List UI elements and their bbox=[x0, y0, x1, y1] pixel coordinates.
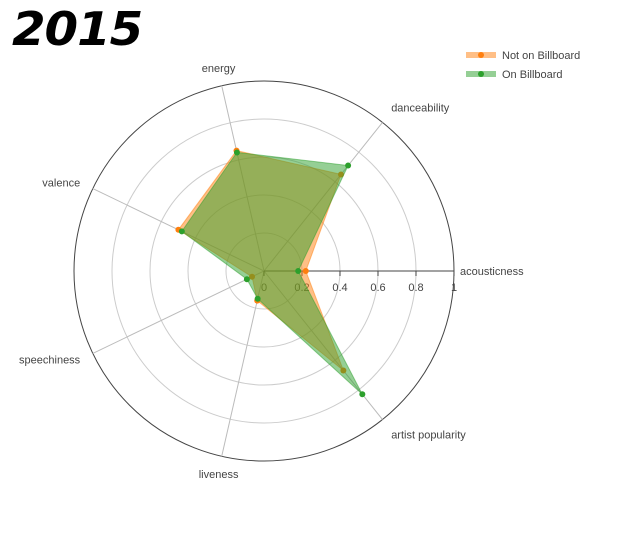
series-1-point-speechiness bbox=[243, 276, 250, 283]
axis-label-acousticness: acousticness bbox=[460, 266, 524, 278]
tick-label: 0.8 bbox=[408, 282, 423, 294]
series-1-point-acousticness bbox=[295, 268, 302, 274]
series-area-1 bbox=[181, 151, 363, 395]
axis-labels: acousticness danceability energy valence spe… bbox=[19, 63, 524, 481]
series-1-point-artist-popularity bbox=[359, 391, 366, 398]
legend-marker-0 bbox=[478, 52, 484, 58]
series-1-point-valence bbox=[178, 228, 185, 235]
axis-label-valence: valence bbox=[42, 177, 80, 189]
axis-label-speechiness: speechiness bbox=[19, 355, 81, 367]
series-1-point-liveness bbox=[254, 295, 261, 302]
series-1-point-energy bbox=[233, 149, 240, 156]
legend[interactable]: Not on Billboard On Billboard bbox=[466, 50, 580, 81]
axis-label-liveness: liveness bbox=[199, 469, 239, 481]
series-layer bbox=[175, 147, 366, 398]
tick-label: 0.6 bbox=[370, 282, 385, 294]
axis-label-artist-popularity: artist popularity bbox=[391, 429, 466, 441]
legend-item-1[interactable]: On Billboard bbox=[502, 69, 563, 81]
axis-label-energy: energy bbox=[202, 63, 236, 75]
spoke-speechiness bbox=[92, 270, 265, 354]
tick-label: 1 bbox=[451, 282, 457, 294]
legend-marker-1 bbox=[478, 71, 484, 77]
axis-label-danceability: danceability bbox=[391, 103, 450, 115]
series-1-point-danceability bbox=[345, 162, 352, 169]
legend-item-0[interactable]: Not on Billboard bbox=[502, 50, 580, 62]
chart-title: 2015 bbox=[12, 2, 143, 56]
tick-label: 0.4 bbox=[332, 282, 347, 294]
series-0-point-acousticness bbox=[302, 268, 309, 274]
